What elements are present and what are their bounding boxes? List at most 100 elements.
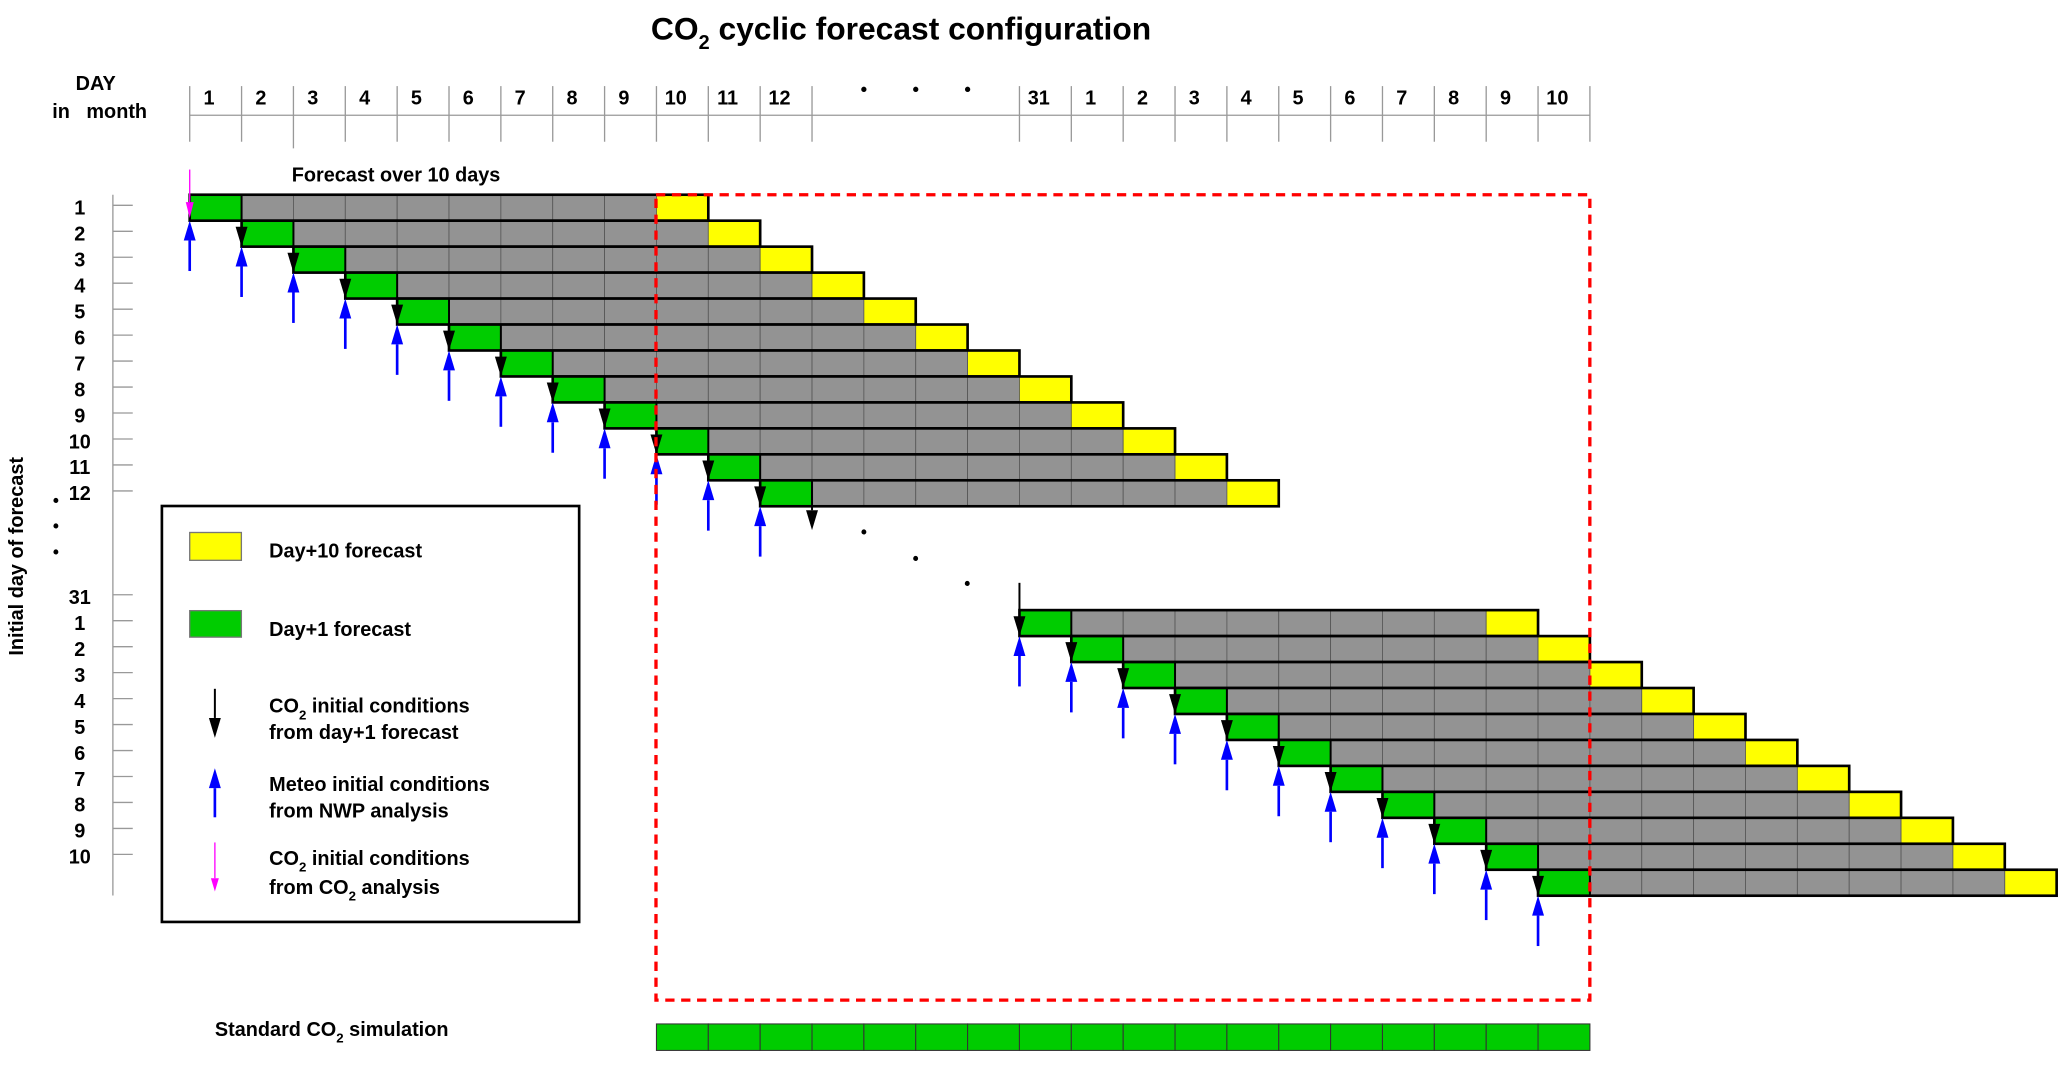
intermediate-cell xyxy=(1485,687,1539,715)
standard-simulation-bar xyxy=(655,1023,1591,1051)
forecast-row xyxy=(447,323,969,352)
intermediate-cell xyxy=(656,402,709,429)
intermediate-cell xyxy=(604,376,657,403)
arrow-head xyxy=(287,252,300,273)
forecast-row xyxy=(1484,842,2007,872)
legend-label-co2-analysis-line2: from CO2 analysis xyxy=(269,877,440,904)
day-label: 7 xyxy=(1396,88,1407,110)
simulation-cell xyxy=(1018,1023,1072,1051)
intermediate-cell xyxy=(1641,869,1695,897)
simulation-cell xyxy=(1485,1023,1539,1051)
arrow-head xyxy=(208,717,221,738)
intermediate-cell xyxy=(1122,635,1176,663)
intermediate-cell xyxy=(344,246,398,274)
day1-cell xyxy=(707,453,761,481)
day-label: 3 xyxy=(307,88,318,110)
intermediate-cell xyxy=(1693,869,1746,897)
day1-cell xyxy=(189,194,242,222)
row-label: 8 xyxy=(74,795,85,817)
day1-cell xyxy=(1019,609,1072,637)
co2-ic-arrow xyxy=(1272,738,1285,766)
intermediate-cell xyxy=(707,350,761,377)
meteo-ic-arrow xyxy=(1013,636,1026,687)
intermediate-cell xyxy=(1693,739,1746,767)
forecast-row xyxy=(343,271,866,300)
row-label: 1 xyxy=(74,198,85,220)
arrow-head xyxy=(1480,869,1493,890)
intermediate-cell xyxy=(604,194,657,222)
day-label: 6 xyxy=(1344,88,1355,110)
legend-label-co2-ic-line2: from day+1 forecast xyxy=(269,722,459,744)
intermediate-cell xyxy=(1485,635,1539,663)
arrow-head xyxy=(702,460,715,481)
forecast-row xyxy=(499,349,1021,378)
forecast-span-label: Forecast over 10 days xyxy=(292,164,501,186)
co2-ic-arrow xyxy=(806,506,818,531)
intermediate-cell xyxy=(1485,765,1539,793)
intermediate-cell xyxy=(811,350,865,377)
intermediate-cell xyxy=(1537,687,1591,715)
intermediate-cell xyxy=(1537,843,1591,871)
intermediate-cell xyxy=(759,376,813,403)
day10-cell xyxy=(759,246,813,274)
meteo-ic-arrow xyxy=(1169,713,1181,765)
meteo-ic-arrow xyxy=(1532,895,1545,947)
intermediate-cell xyxy=(448,272,502,299)
simulation-cell xyxy=(1226,1023,1280,1051)
intermediate-cell xyxy=(293,220,346,248)
intermediate-cell xyxy=(1019,479,1072,507)
meteo-ic-arrow xyxy=(1272,765,1285,817)
top-axis-gap-marker: • xyxy=(912,78,919,99)
intermediate-cell xyxy=(552,298,605,325)
arrow-head xyxy=(1324,791,1337,812)
intermediate-cell xyxy=(1278,661,1332,689)
top-axis-gap-marker: • xyxy=(964,78,971,99)
intermediate-cell xyxy=(1174,609,1228,637)
co2-ic-arrow xyxy=(1065,634,1078,663)
intermediate-cell xyxy=(759,350,813,377)
simulation-cell xyxy=(1070,1023,1124,1051)
arrow-head xyxy=(339,278,352,299)
row-label: 11 xyxy=(69,457,90,479)
left-axis-gap-marker: • xyxy=(53,516,59,536)
intermediate-cell xyxy=(1589,687,1643,715)
simulation-cell xyxy=(1537,1023,1591,1051)
arrow-head xyxy=(183,220,196,241)
simulation-cell xyxy=(1330,1023,1384,1051)
left-axis-gap-marker: • xyxy=(53,542,59,562)
day10-cell xyxy=(1641,687,1695,715)
co2-ic-arrow xyxy=(702,453,715,481)
intermediate-cell xyxy=(1433,687,1487,715)
intermediate-cell xyxy=(1796,843,1850,871)
intermediate-cell xyxy=(1070,609,1124,637)
intermediate-cell xyxy=(863,479,917,507)
intermediate-cell xyxy=(344,220,398,248)
co2-ic-arrow xyxy=(1480,842,1493,870)
arrow-head xyxy=(1117,668,1130,689)
day1-cell xyxy=(396,298,450,325)
day10-cell xyxy=(1485,609,1539,637)
intermediate-cell xyxy=(1641,765,1695,793)
day10-cell xyxy=(1952,843,2006,871)
intermediate-cell xyxy=(707,324,761,351)
intermediate-cell xyxy=(1485,713,1539,741)
day1-cell xyxy=(552,376,605,403)
intermediate-cell xyxy=(1330,687,1383,715)
intermediate-cell xyxy=(344,194,398,222)
intermediate-cell xyxy=(707,427,761,455)
intermediate-cell xyxy=(1122,609,1176,637)
intermediate-cell xyxy=(604,246,657,274)
intermediate-cell xyxy=(1070,479,1124,507)
forecast-row xyxy=(1173,686,1695,716)
standard-simulation-label: Standard CO2 simulation xyxy=(215,1019,449,1046)
day-label: 10 xyxy=(1546,88,1568,110)
forecast-row xyxy=(1225,712,1747,742)
day-label: 9 xyxy=(618,88,629,110)
arrow-head xyxy=(1065,662,1078,682)
day-label: 31 xyxy=(1028,88,1050,110)
intermediate-cell xyxy=(1693,791,1746,819)
row-label: 8 xyxy=(74,379,85,401)
co2-ic-arrow xyxy=(494,349,507,377)
intermediate-cell xyxy=(1433,609,1487,637)
